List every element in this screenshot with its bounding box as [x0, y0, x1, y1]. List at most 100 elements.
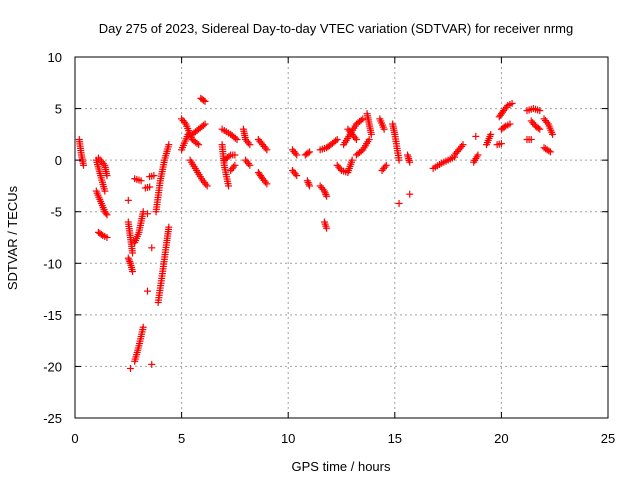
- y-tick-labels: -25 -20 -15 -10 -5 0 5 10: [43, 50, 62, 426]
- data-point: [193, 139, 201, 147]
- data-point: [381, 163, 389, 171]
- data-point: [244, 139, 252, 147]
- data-point: [549, 130, 557, 138]
- data-point: [103, 211, 111, 219]
- data-point: [291, 149, 299, 157]
- data-point: [332, 137, 340, 145]
- data-point: [126, 364, 134, 372]
- y-tick-label: -25: [43, 411, 62, 426]
- data-point: [474, 151, 482, 159]
- plot-frame: [74, 56, 609, 419]
- data-point: [365, 136, 373, 144]
- data-point: [143, 287, 151, 295]
- data-point: [225, 152, 233, 160]
- data-point: [148, 360, 156, 368]
- data-point: [352, 136, 360, 144]
- data-point: [229, 163, 237, 171]
- data-point: [458, 142, 466, 150]
- data-point: [244, 160, 252, 168]
- data-point: [180, 118, 188, 126]
- data-point: [129, 249, 137, 257]
- data-point: [201, 120, 209, 128]
- data-point: [225, 182, 233, 190]
- data-point: [348, 156, 356, 164]
- data-point: [527, 136, 535, 144]
- data-point: [97, 230, 105, 238]
- y-tick-label: -15: [43, 308, 62, 323]
- data-point: [101, 187, 109, 195]
- data-point: [261, 178, 269, 186]
- y-axis-label: SDTVAR / TECUs: [5, 185, 20, 290]
- y-tick-label: -10: [43, 256, 62, 271]
- data-point: [195, 141, 203, 149]
- data-point: [359, 115, 367, 123]
- x-tick-label: 15: [388, 431, 402, 446]
- x-tick-label: 10: [281, 431, 295, 446]
- data-point: [263, 180, 271, 188]
- x-tick-label: 5: [178, 431, 185, 446]
- data-point: [323, 192, 331, 200]
- y-tick-label: -5: [50, 205, 62, 220]
- data-point: [80, 161, 88, 169]
- data-point: [536, 107, 544, 115]
- data-point: [201, 97, 209, 105]
- data-point: [321, 189, 329, 197]
- data-point: [351, 134, 359, 142]
- data-point: [536, 125, 544, 133]
- data-point: [231, 161, 239, 169]
- data-point: [534, 124, 542, 132]
- y-tick-label: -20: [43, 359, 62, 374]
- data-point: [502, 103, 510, 111]
- data-point: [103, 234, 111, 241]
- x-tick-label: 25: [601, 431, 615, 446]
- data-point: [246, 161, 254, 169]
- data-points: [75, 94, 557, 372]
- data-point: [246, 141, 254, 149]
- data-point: [367, 130, 375, 138]
- x-axis-label: GPS time / hours: [292, 459, 391, 474]
- data-point: [150, 172, 158, 180]
- data-point: [323, 224, 331, 232]
- data-point: [293, 172, 301, 180]
- data-point: [291, 170, 299, 178]
- data-point: [126, 258, 134, 266]
- data-point: [487, 130, 495, 138]
- x-tick-labels: 0 5 10 15 20 25: [71, 431, 615, 446]
- data-point: [472, 132, 480, 140]
- data-point: [382, 161, 390, 169]
- data-point: [304, 149, 312, 157]
- chart-title: Day 275 of 2023, Sidereal Day-to-day VTE…: [99, 21, 573, 36]
- data-point: [231, 151, 239, 159]
- data-point: [203, 182, 211, 190]
- data-point: [546, 148, 554, 156]
- data-point: [500, 123, 508, 131]
- data-point: [320, 187, 328, 195]
- y-tick-label: 10: [48, 50, 62, 65]
- data-point: [102, 209, 110, 217]
- data-point: [263, 146, 271, 154]
- data-point: [357, 116, 365, 124]
- data-point: [322, 191, 330, 199]
- data-point: [165, 141, 173, 149]
- data-point: [306, 182, 314, 190]
- data-point: [395, 156, 403, 164]
- data-point: [233, 136, 241, 144]
- data-point: [304, 178, 312, 186]
- data-point: [200, 96, 208, 104]
- data-point: [380, 125, 388, 133]
- data-point: [148, 244, 156, 252]
- data-point: [306, 148, 314, 156]
- data-point: [293, 151, 301, 159]
- data-point: [545, 147, 553, 155]
- y-tick-label: 5: [55, 102, 62, 117]
- data-point: [143, 210, 151, 218]
- data-point: [406, 190, 414, 198]
- data-point: [146, 183, 154, 191]
- axis-ticks: [74, 56, 609, 419]
- data-point: [124, 254, 132, 262]
- data-point: [305, 180, 313, 188]
- data-point: [506, 120, 514, 128]
- data-point: [139, 208, 147, 216]
- data-point: [125, 256, 133, 264]
